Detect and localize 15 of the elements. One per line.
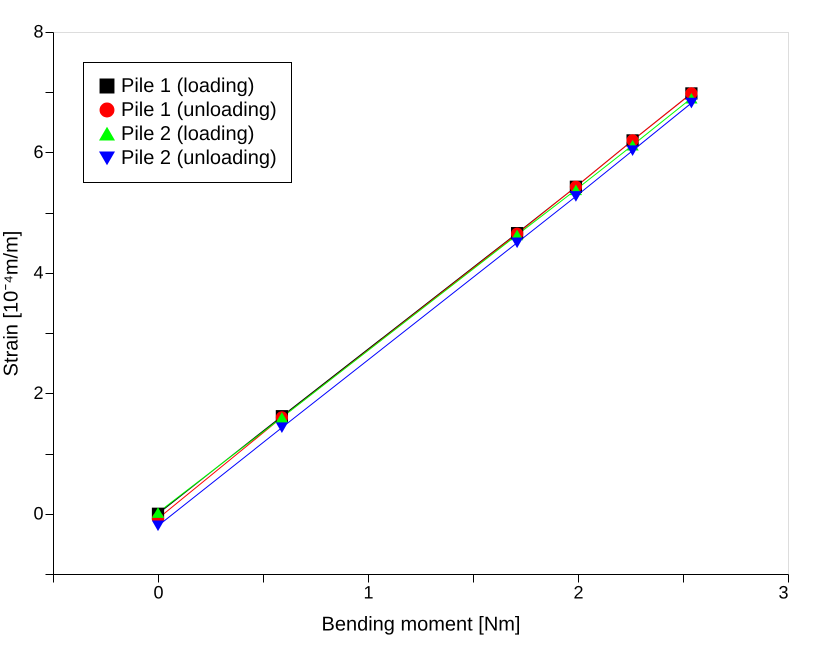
y-axis-title: Strain [10⁻⁴m/m]: [0, 230, 22, 376]
x-tick-label: 2: [573, 582, 584, 602]
legend-label: Pile 1 (unloading): [121, 99, 277, 121]
legend-label: Pile 2 (loading): [121, 123, 254, 145]
y-tick-label: 4: [33, 262, 44, 282]
x-tick-label: 3: [778, 582, 788, 602]
x-tick-label: 1: [363, 582, 374, 602]
x-axis-title: Bending moment [Nm]: [322, 614, 520, 636]
legend-label: Pile 2 (unloading): [121, 147, 277, 169]
y-tick-label: 8: [33, 22, 44, 42]
y-tick-label: 0: [33, 503, 44, 524]
y-tick-label: 6: [33, 142, 44, 162]
legend-label: Pile 1 (loading): [121, 75, 254, 97]
x-tick-label: 0: [153, 582, 164, 602]
y-tick-label: 2: [33, 382, 44, 403]
